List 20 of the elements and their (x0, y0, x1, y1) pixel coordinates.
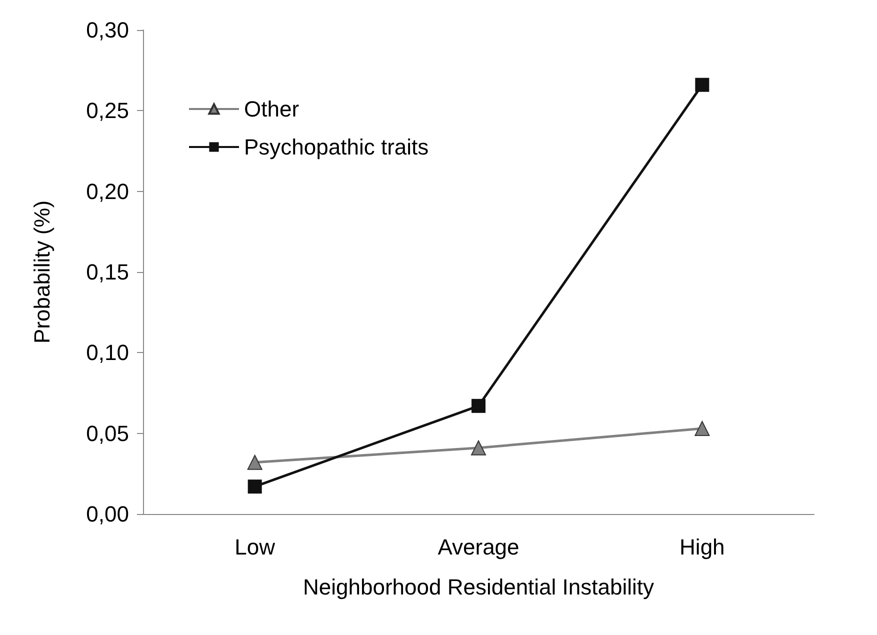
y-axis-title: Probability (%) (30, 200, 54, 344)
legend-label: Other (244, 96, 300, 122)
x-tick-label: Average (438, 534, 520, 560)
point (248, 480, 262, 494)
point (695, 78, 710, 92)
x-axis-title: Neighborhood Residential Instability (303, 574, 654, 600)
x-tick-label: High (680, 534, 725, 560)
point (694, 420, 710, 436)
x-tick-label: Low (234, 534, 276, 560)
y-tick-label: 0,00 (86, 502, 129, 526)
y-tick-label: 0,30 (86, 18, 129, 42)
point (247, 454, 262, 470)
y-tick-label: 0,15 (86, 260, 129, 284)
y-tick-label: 0,20 (86, 178, 129, 204)
y-tick-label: 0,25 (86, 98, 129, 124)
y-tick-label: 0,05 (86, 420, 129, 446)
point (472, 398, 486, 413)
point (471, 440, 486, 456)
legend-label: Psychopathic traits (244, 134, 429, 160)
y-tick-label: 0,10 (86, 340, 129, 366)
